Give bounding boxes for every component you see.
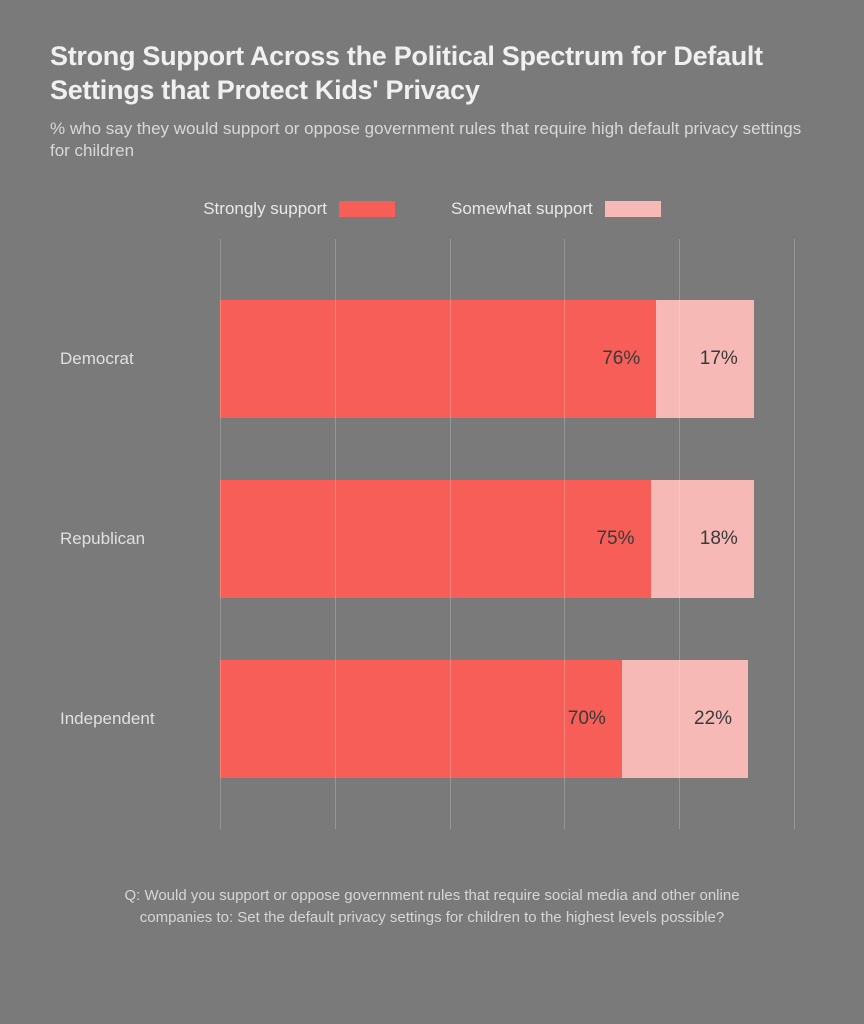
bar-row: 76%17% — [220, 269, 794, 449]
gridline — [679, 239, 680, 829]
footnote: Q: Would you support or oppose governmen… — [50, 885, 814, 929]
gridline — [564, 239, 565, 829]
chart: DemocratRepublicanIndependent 76%17%75%1… — [60, 239, 814, 829]
bar-segment-strong: 70% — [220, 660, 622, 778]
chart-title: Strong Support Across the Political Spec… — [50, 40, 814, 108]
y-axis-labels: DemocratRepublicanIndependent — [60, 239, 220, 829]
legend-label-strong: Strongly support — [203, 199, 327, 219]
category-label: Republican — [60, 449, 220, 629]
legend-item-somewhat: Somewhat support — [451, 199, 661, 219]
legend-item-strong: Strongly support — [203, 199, 395, 219]
bar-group: 76%17% — [220, 300, 794, 418]
gridline — [794, 239, 795, 829]
bar-segment-strong: 75% — [220, 480, 651, 598]
bar-group: 75%18% — [220, 480, 794, 598]
bar-row: 75%18% — [220, 449, 794, 629]
bar-segment-strong: 76% — [220, 300, 656, 418]
legend-swatch-strong — [339, 201, 395, 217]
gridline — [220, 239, 221, 829]
bar-group: 70%22% — [220, 660, 794, 778]
bar-segment-somewhat: 18% — [651, 480, 754, 598]
category-label: Democrat — [60, 269, 220, 449]
gridline — [335, 239, 336, 829]
gridline — [450, 239, 451, 829]
legend-label-somewhat: Somewhat support — [451, 199, 593, 219]
chart-subtitle: % who say they would support or oppose g… — [50, 118, 814, 164]
bars-container: 76%17%75%18%70%22% — [220, 239, 794, 829]
plot-area: 76%17%75%18%70%22% — [220, 239, 794, 829]
legend: Strongly support Somewhat support — [50, 199, 814, 219]
bar-segment-somewhat: 22% — [622, 660, 748, 778]
bar-segment-somewhat: 17% — [656, 300, 754, 418]
category-label: Independent — [60, 629, 220, 809]
legend-swatch-somewhat — [605, 201, 661, 217]
bar-row: 70%22% — [220, 629, 794, 809]
